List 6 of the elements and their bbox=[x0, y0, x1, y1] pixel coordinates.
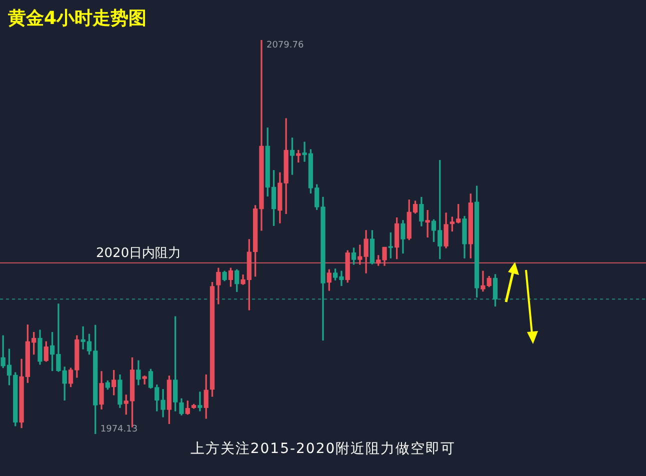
text: 上方关注2015-2020附近阻力做空即可 bbox=[189, 440, 457, 458]
ref-line-label: 2020日内阻力 bbox=[96, 246, 182, 261]
annotation: 2079.76 bbox=[266, 40, 304, 50]
candlestick bbox=[198, 392, 202, 412]
annotation: 1974.13 bbox=[100, 424, 138, 434]
chart-title: 黄金4小时走势图 bbox=[8, 7, 147, 30]
